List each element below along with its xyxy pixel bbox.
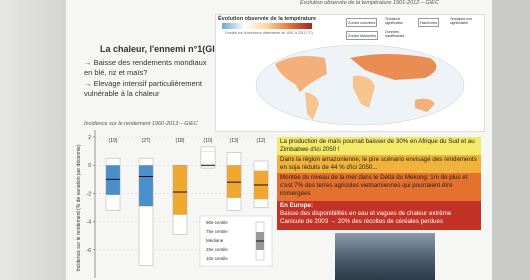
photo <box>335 233 435 280</box>
wall <box>0 0 66 280</box>
world-map <box>255 44 465 126</box>
legend-label: 25e centile <box>206 247 228 252</box>
map-legend: Zones colorées <box>346 18 377 27</box>
y-tick-label: -2 <box>87 191 92 197</box>
fact-text: Baisse des disponibilités en eau et vagu… <box>280 210 478 218</box>
fact-text: Canicule de 2003 → 20% des récoltes de c… <box>280 218 478 226</box>
fact-text: Montée du niveau de la mer dans le Delta… <box>280 174 478 198</box>
map-legend: Données insuffisantes <box>385 30 413 38</box>
map-legend: Zones blanches <box>346 31 378 40</box>
count-label: (10) <box>204 138 213 144</box>
legend-label: 10e centile <box>206 256 228 261</box>
fact-box: Montée du niveau de la mer dans le Delta… <box>277 173 481 201</box>
map-legend: Tendance non significative <box>450 17 480 25</box>
colorbar <box>222 23 312 29</box>
bullet: → Elevage intensif particulièrement vuln… <box>84 79 214 99</box>
fact-box: La production de maïs pourrait baisser d… <box>277 137 481 155</box>
count-label: (12) <box>257 138 266 144</box>
y-tick-label: -4 <box>87 220 92 226</box>
legend-label: 75e centile <box>206 229 228 234</box>
fact-text: La production de maïs pourrait baisser d… <box>280 138 478 154</box>
count-label: (19) <box>109 138 118 144</box>
count-label: (13) <box>230 138 239 144</box>
y-tick-label: -6 <box>87 248 92 254</box>
y-tick-label: 2 <box>88 135 91 141</box>
wall <box>492 0 530 280</box>
bullet: → Baisse des rendements mondiaux en blé,… <box>84 58 214 78</box>
legend-label: Médiane <box>206 238 224 243</box>
top-note: Évolution observée de la température 190… <box>300 0 439 6</box>
fact-text: Dans la région amazonienne, le pire scén… <box>280 156 478 172</box>
iqr-box <box>173 165 187 214</box>
count-label: (18) <box>176 138 185 144</box>
map-title: Évolution observée de la température <box>218 16 316 22</box>
fact-text: En Europe: <box>280 202 478 210</box>
fact-box: Dans la région amazonienne, le pire scén… <box>277 155 481 173</box>
page: Évolution observée de la température 190… <box>0 0 530 280</box>
legend-label: 90e centile <box>206 220 228 225</box>
chart-caption: Incidence sur le rendement 1960-2013 – G… <box>84 121 198 127</box>
count-label: (27) <box>142 138 151 144</box>
boxplot: Incidence sur le rendement (% de variati… <box>70 128 280 280</box>
map-subtitle: Fondée sur la tendance déterminée de 190… <box>225 31 315 35</box>
y-tick-label: 0 <box>88 163 91 169</box>
iqr-box <box>106 165 120 195</box>
fact-box: En Europe:Baisse des disponibilités en e… <box>277 201 481 230</box>
map-legend: Tendance significative <box>385 17 413 25</box>
iqr-box <box>201 151 215 167</box>
left-title: La chaleur, l'ennemi n°1(GIEC) <box>100 44 230 54</box>
iqr-box <box>139 165 153 206</box>
map-legend: Hachures <box>418 18 439 27</box>
iqr-box <box>227 165 241 197</box>
y-axis-label: Incidence sur le rendement (% de variati… <box>76 144 82 271</box>
